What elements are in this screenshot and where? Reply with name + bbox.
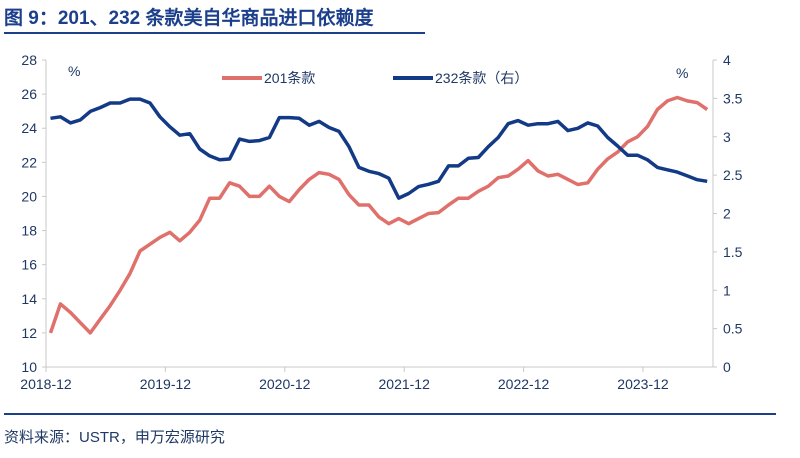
legend: 201条款 232条款（右） bbox=[222, 70, 528, 86]
x-tick-label: 2022-12 bbox=[498, 376, 550, 392]
left-tick-label: 18 bbox=[21, 223, 37, 239]
right-tick-label: 2.5 bbox=[723, 167, 743, 183]
left-tick-label: 24 bbox=[21, 120, 37, 136]
x-tick-label: 2019-12 bbox=[140, 376, 192, 392]
left-tick-label: 12 bbox=[21, 325, 37, 341]
legend-label-232: 232条款（右） bbox=[435, 70, 528, 86]
right-tick-label: 1.5 bbox=[723, 244, 743, 260]
right-tick-label: 3 bbox=[723, 129, 731, 145]
x-tick-label: 2020-12 bbox=[259, 376, 311, 392]
right-tick-label: 1 bbox=[723, 282, 731, 298]
right-tick-label: 3.5 bbox=[723, 90, 743, 106]
left-unit-label: % bbox=[68, 63, 80, 79]
left-tick-label: 28 bbox=[21, 52, 37, 68]
right-tick-label: 0.5 bbox=[723, 321, 743, 337]
series-lines bbox=[48, 95, 709, 335]
left-tick-label: 26 bbox=[21, 86, 37, 102]
series-line-201 bbox=[48, 95, 709, 335]
left-tick-label: 16 bbox=[21, 257, 37, 273]
right-unit-label: % bbox=[676, 65, 688, 81]
source-note: 资料来源：USTR，申万宏源研究 bbox=[4, 429, 225, 446]
right-tick-label: 4 bbox=[723, 52, 731, 68]
left-tick-label: 10 bbox=[21, 359, 37, 375]
left-tick-label: 20 bbox=[21, 188, 37, 204]
right-tick-label: 0 bbox=[723, 359, 731, 375]
series-line-232 bbox=[50, 97, 708, 200]
legend-label-201: 201条款 bbox=[264, 70, 315, 86]
x-tick-label: 2023-12 bbox=[617, 376, 669, 392]
right-tick-label: 2 bbox=[723, 206, 731, 222]
x-tick-label: 2018-12 bbox=[20, 376, 72, 392]
chart-title: 图 9：201、232 条款美自华商品进口依赖度 bbox=[4, 6, 375, 29]
x-tick-label: 2021-12 bbox=[379, 376, 431, 392]
left-tick-label: 14 bbox=[21, 291, 37, 307]
axes: 10 12 14 16 18 20 22 24 26 28 0 0.5 1 1.5 2 2.5 3 3.5 4 201… bbox=[20, 52, 742, 392]
left-tick-label: 22 bbox=[21, 154, 37, 170]
